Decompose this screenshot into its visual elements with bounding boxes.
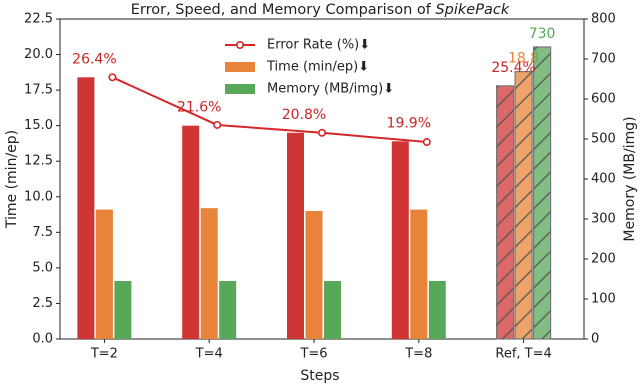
bar — [200, 208, 218, 339]
line-series — [111, 76, 427, 144]
bar — [428, 281, 446, 339]
bar — [305, 211, 323, 339]
y2-tick-label: 100 — [591, 292, 616, 307]
y2-tick-label: 0 — [591, 332, 599, 347]
y-tick-label: 12.5 — [24, 154, 53, 169]
y2-axis-label: Memory (MB/img) — [622, 116, 638, 241]
x-tick-label: Ref, T=4 — [495, 347, 551, 362]
y2-tick-label: 600 — [591, 92, 616, 107]
legend-label: Memory (MB/img)⬇ — [267, 82, 394, 97]
y2-tick-label: 500 — [591, 132, 616, 147]
y2-tick-label: 800 — [591, 12, 616, 27]
y2-tick-label: 400 — [591, 172, 616, 187]
bar — [219, 281, 237, 339]
bar — [287, 132, 304, 339]
legend-swatch — [225, 62, 255, 72]
annotation: 21.6% — [177, 100, 221, 116]
bar-hatch — [533, 47, 551, 339]
y2-tick-label: 200 — [591, 252, 616, 267]
bar-hatch — [515, 71, 533, 339]
line-point — [317, 128, 326, 137]
line-point — [422, 138, 431, 147]
bar — [391, 141, 409, 339]
annotation: 26.4% — [72, 51, 116, 67]
y2-tick-label: 300 — [591, 212, 616, 227]
bar — [114, 281, 132, 339]
legend-swatch — [225, 84, 255, 94]
x-tick-label: T=2 — [90, 347, 118, 362]
y-axis-label: Time (min/ep) — [4, 130, 20, 229]
x-tick-label: T=8 — [404, 347, 432, 362]
bar — [410, 209, 428, 339]
annotation: 20.8% — [282, 107, 326, 123]
bar — [77, 77, 95, 340]
annotation: 25.4% — [491, 60, 535, 76]
value-label: 730 — [529, 26, 556, 42]
bar — [95, 209, 113, 339]
y-tick-label: 7.5 — [32, 225, 53, 240]
y-tick-label: 10.0 — [24, 189, 53, 204]
line-point — [213, 120, 222, 129]
y-tick-label: 0.0 — [32, 332, 53, 347]
value-label: 18.8 — [508, 51, 539, 67]
y-tick-label: 22.5 — [24, 12, 53, 27]
y-tick-label: 15.0 — [24, 118, 53, 133]
x-axis-label: Steps — [300, 368, 339, 384]
legend-label: Error Rate (%)⬇ — [267, 38, 370, 53]
bar-hatch — [496, 85, 514, 339]
legend-label: Time (min/ep)⬇ — [266, 60, 369, 75]
y-tick-label: 20.0 — [24, 47, 53, 62]
bar — [182, 125, 200, 340]
x-tick-label: T=6 — [299, 347, 327, 362]
line-point — [108, 73, 117, 82]
chart-title: Error, Speed, and Memory Comparison of S… — [131, 2, 510, 18]
annotation: 19.9% — [387, 115, 431, 131]
bar — [324, 281, 341, 339]
y-tick-label: 17.5 — [24, 83, 53, 98]
x-tick-label: T=4 — [195, 347, 223, 362]
y2-tick-label: 700 — [591, 52, 616, 67]
legend-marker — [236, 40, 245, 49]
y-tick-label: 5.0 — [32, 260, 53, 275]
y-tick-label: 2.5 — [32, 296, 53, 311]
